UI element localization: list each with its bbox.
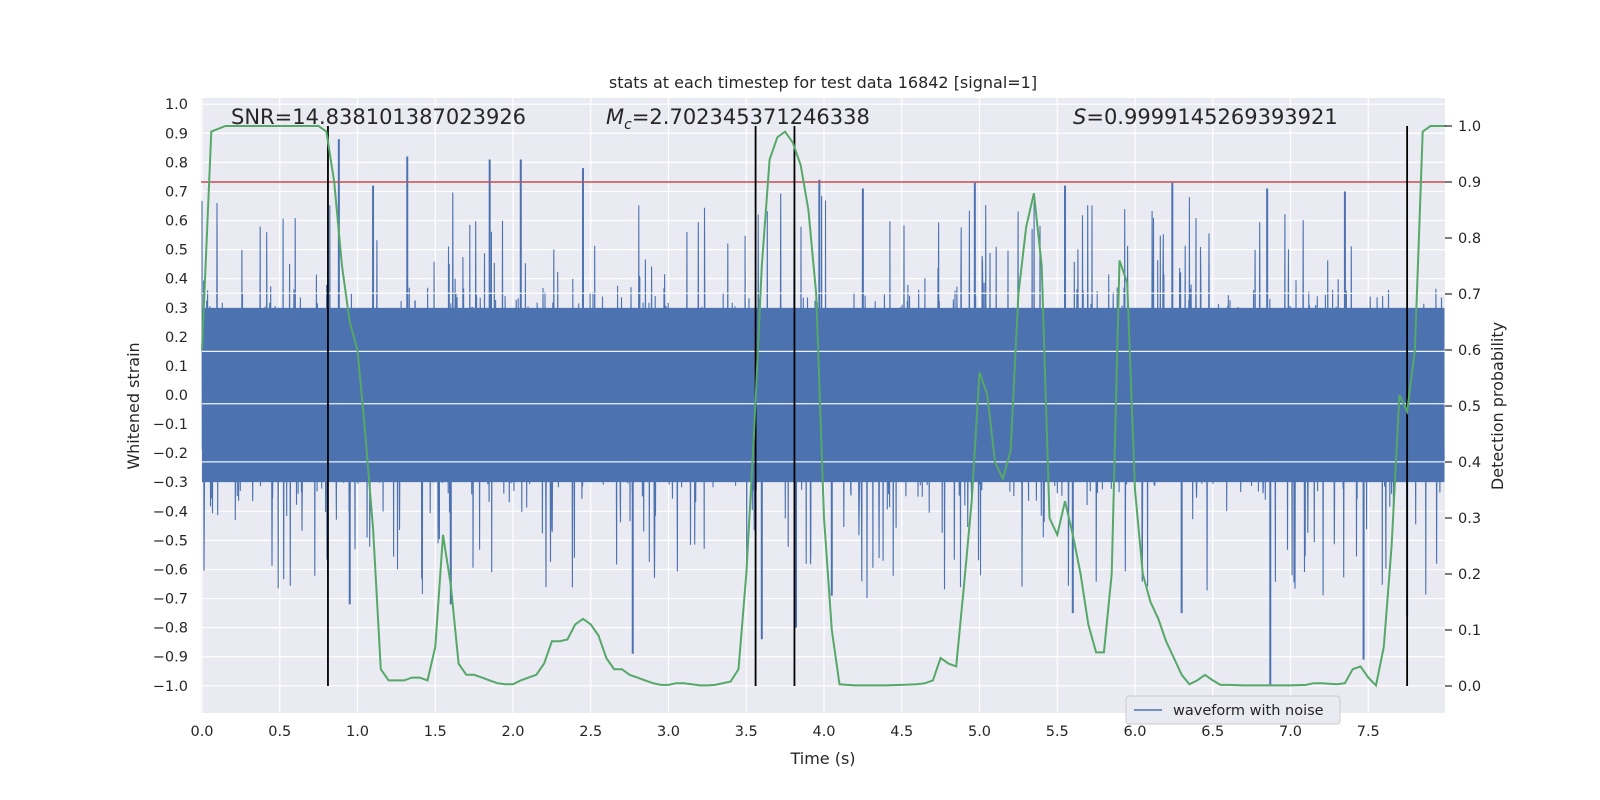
y-left-tick-label: −0.5 xyxy=(153,533,188,549)
y-right-tick-label: 0.2 xyxy=(1458,567,1481,583)
overlay-marks xyxy=(201,125,1446,688)
y-left-tick-label: 0.4 xyxy=(165,272,188,288)
x-tick-label: 5.0 xyxy=(968,724,991,740)
statistic-symbol: S xyxy=(1073,105,1086,129)
x-tick-label: 2.5 xyxy=(579,724,602,740)
x-tick-label: 5.5 xyxy=(1046,724,1069,740)
x-tick-label: 7.5 xyxy=(1357,724,1380,740)
y-left-tick-label: 0.6 xyxy=(165,214,188,230)
y-right-tick-label: 0.7 xyxy=(1458,287,1481,303)
x-tick-label: 3.0 xyxy=(657,724,680,740)
x-tick-label: 3.5 xyxy=(735,724,758,740)
chirp-mass-symbol: M xyxy=(606,105,624,129)
legend-box xyxy=(1125,695,1341,725)
y-axis-left-label: Whitened strain xyxy=(124,342,143,469)
chart-title: stats at each timestep for test data 168… xyxy=(609,73,1037,92)
y-right-tick-label: 1.0 xyxy=(1458,119,1481,135)
x-axis-label: Time (s) xyxy=(789,749,855,768)
x-tick-label: 2.0 xyxy=(501,724,524,740)
chirp-mass-value: =2.702345371246338 xyxy=(632,105,870,129)
y-left-tick-label: −1.0 xyxy=(153,679,188,695)
x-tick-label: 1.5 xyxy=(424,724,447,740)
y-left-tick-label: 0.3 xyxy=(165,301,188,317)
y-left-tick-label: 0.8 xyxy=(165,155,188,171)
chirp-mass-annotation: Mc=2.702345371246338 xyxy=(606,105,870,133)
snr-annotation: SNR=14.838101387023926 xyxy=(231,105,526,129)
chirp-mass-subscript: c xyxy=(624,117,632,133)
y-right-tick-label: 0.8 xyxy=(1458,231,1481,247)
y-right-tick-label: 0.6 xyxy=(1458,343,1481,359)
y-right-tick-label: 0.0 xyxy=(1458,679,1481,695)
x-tick-label: 6.0 xyxy=(1123,724,1146,740)
y-left-tick-label: −0.9 xyxy=(153,650,188,666)
y-left-tick-label: 0.0 xyxy=(165,388,188,404)
y-left-tick-label: −0.3 xyxy=(153,475,188,491)
y-left-tick-label: −0.2 xyxy=(153,446,188,462)
y-left-tick-label: 0.9 xyxy=(165,126,188,142)
y-left-tick-label: −0.8 xyxy=(153,621,188,637)
y-right-tick-label: 0.4 xyxy=(1458,455,1481,471)
y-left-tick-label: −0.4 xyxy=(153,504,188,520)
x-tick-label: 6.5 xyxy=(1201,724,1224,740)
y-right-tick-label: 0.5 xyxy=(1458,399,1481,415)
statistic-value: =0.9999145269393921 xyxy=(1086,105,1337,129)
y-left-tick-label: 0.5 xyxy=(165,243,188,259)
y-left-tick-label: −0.6 xyxy=(153,562,188,578)
x-tick-label: 4.5 xyxy=(890,724,913,740)
legend-label: waveform with noise xyxy=(1173,703,1324,719)
strain-series xyxy=(201,139,1445,686)
detection-probability-line xyxy=(201,125,1446,688)
y-right-tick-label: 0.9 xyxy=(1458,175,1481,191)
y-right-tick-label: 0.1 xyxy=(1458,623,1481,639)
y-left-tick-label: 0.2 xyxy=(165,330,188,346)
x-tick-label: 4.0 xyxy=(812,724,835,740)
legend: waveform with noise xyxy=(1125,695,1341,725)
y-left-tick-label: 1.0 xyxy=(165,97,188,113)
y-right-tick-label: 0.3 xyxy=(1458,511,1481,527)
y-left-tick-label: 0.1 xyxy=(165,359,188,375)
y-left-tick-label: 0.7 xyxy=(165,184,188,200)
x-tick-label: 1.0 xyxy=(346,724,369,740)
y-left-tick-label: −0.1 xyxy=(153,417,188,433)
y-left-tick-label: −0.7 xyxy=(153,592,188,608)
axes: 0.0 0.5 1.0 1.5 2.0 2.5 3.0 3.5 4.0 4.5 5.0 5.5 6.0 6… xyxy=(153,97,1481,740)
x-tick-label: 0.0 xyxy=(190,724,213,740)
x-tick-label: 0.5 xyxy=(268,724,291,740)
strain-dense-band xyxy=(202,307,1445,483)
y-axis-right-label: Detection probability xyxy=(1488,322,1507,490)
x-tick-label: 7.0 xyxy=(1279,724,1302,740)
statistic-annotation: S=0.9999145269393921 xyxy=(1073,105,1338,129)
